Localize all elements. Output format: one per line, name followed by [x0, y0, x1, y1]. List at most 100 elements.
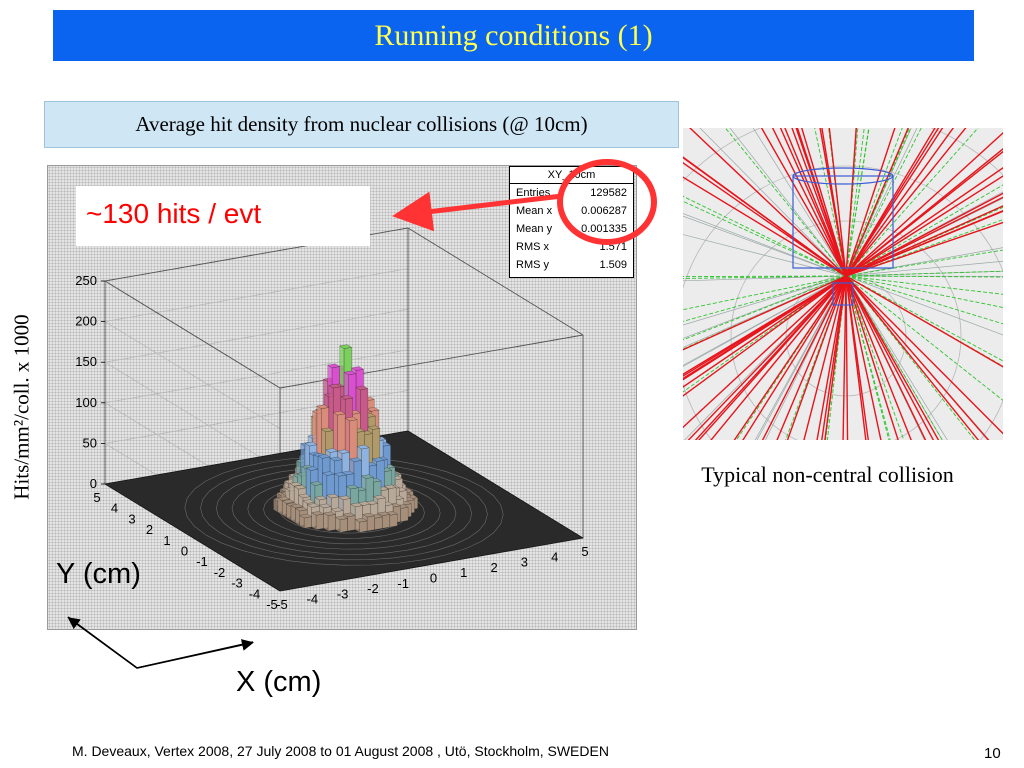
x-tick-label: -4 [307, 592, 319, 607]
detector-ring [730, 220, 962, 440]
track-red [845, 209, 1003, 277]
frame-edge [104, 280, 281, 389]
track-green [683, 275, 847, 322]
track-grey [845, 275, 1003, 336]
bar-top [306, 503, 320, 508]
track-grey [684, 275, 847, 440]
stats-row: RMS y 1.509 [510, 256, 633, 274]
stats-row: Mean x 0.006287 [510, 202, 633, 220]
bar-top [366, 407, 380, 412]
target-outline [832, 282, 854, 306]
y-tick-label: 3 [128, 511, 135, 526]
histogram-bar [299, 513, 313, 529]
histogram-bar [311, 511, 324, 530]
bar-top [302, 499, 316, 504]
track-red [801, 128, 847, 277]
track-green [845, 275, 891, 440]
bar-top [277, 496, 291, 501]
stats-value: 1.571 [599, 241, 627, 253]
track-red [683, 275, 847, 388]
track-red [845, 128, 967, 277]
bar-top [314, 495, 328, 501]
stats-value: 0.006287 [581, 205, 627, 217]
track-green [845, 270, 1003, 277]
bar-top [326, 493, 340, 499]
bar-face [366, 515, 375, 532]
track-red [698, 275, 847, 440]
stats-value: 1.509 [599, 259, 627, 271]
bar-top [356, 444, 370, 450]
bar-top [328, 383, 342, 389]
stats-label: RMS y [516, 259, 549, 271]
track-red [688, 128, 847, 277]
footer-text: M. Deveaux, Vertex 2008, 27 July 2008 to… [72, 743, 609, 759]
track-green [845, 128, 870, 277]
track-green [845, 275, 905, 440]
detector-outline [792, 175, 894, 269]
bar-top [383, 484, 397, 489]
y-tick-label: 1 [163, 533, 170, 548]
title-bar: Running conditions (1) [53, 10, 974, 61]
stats-label: Mean x [516, 205, 553, 217]
track-red [845, 275, 940, 440]
track-green [683, 275, 847, 393]
track-green [845, 275, 943, 440]
y-tick-label: -5 [266, 597, 278, 612]
track-red [845, 128, 944, 277]
track-green [845, 128, 922, 277]
track-red [683, 275, 847, 381]
track-grey [754, 275, 847, 440]
track-red [776, 275, 847, 440]
y-tick-label: -2 [214, 565, 226, 580]
bar-side [311, 512, 317, 530]
stats-row: Entries 129582 [510, 184, 633, 202]
track-red [845, 175, 1003, 277]
track-red [845, 275, 867, 440]
bar-side [323, 512, 329, 532]
y-tick-label: 5 [93, 490, 100, 505]
track-green [683, 275, 847, 341]
track-grey [683, 275, 847, 339]
track-grey [752, 128, 847, 277]
track-red [786, 275, 847, 440]
bar-top [293, 484, 307, 490]
y-tick-label: -4 [249, 586, 261, 601]
track-red [845, 275, 1003, 435]
bar-face [389, 513, 398, 528]
bar-side [286, 503, 292, 521]
track-green [845, 184, 1003, 277]
track-grey [683, 275, 847, 366]
track-red [845, 275, 935, 440]
track-red [784, 128, 847, 277]
track-red [845, 275, 882, 440]
bar-top [289, 481, 303, 487]
bar-top [340, 395, 354, 400]
track-red [824, 275, 847, 440]
track-green [845, 128, 865, 277]
track-grey [845, 128, 918, 277]
bar-top [329, 456, 343, 462]
stats-box: XY_10cm Entries 129582 Mean x 0.006287 M… [509, 166, 634, 278]
track-red [683, 176, 847, 277]
bar-top [330, 507, 344, 512]
bar-top [346, 484, 359, 490]
track-red [791, 128, 847, 277]
track-red [687, 275, 847, 440]
x-direction-arrow [136, 639, 254, 669]
track-red [845, 128, 936, 277]
collision-tracks [683, 128, 1003, 440]
track-green [845, 275, 1003, 295]
bar-top [304, 441, 318, 447]
track-red [683, 156, 847, 277]
track-green [683, 195, 847, 277]
track-green [724, 128, 847, 277]
stats-row: Mean y 0.001335 [510, 220, 633, 238]
z-axis-label: Hits/mm²/coll. x 1000 [9, 314, 34, 500]
bar-top [367, 425, 381, 430]
bar-top [320, 427, 334, 432]
track-red [845, 275, 990, 440]
track-grey [765, 275, 847, 440]
bar-top [337, 449, 350, 454]
track-red [683, 162, 847, 277]
track-red [845, 275, 927, 440]
